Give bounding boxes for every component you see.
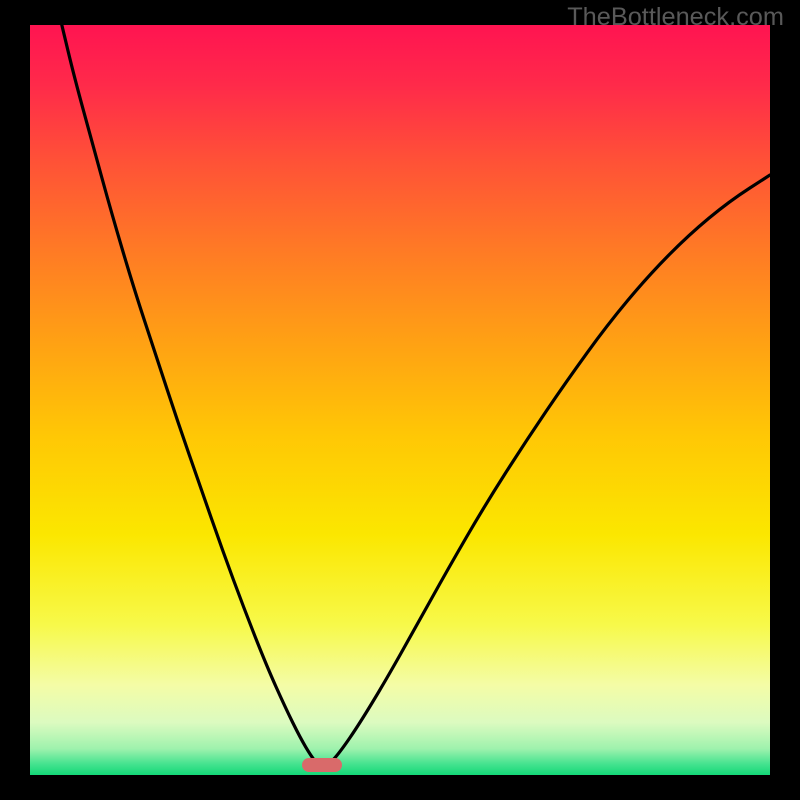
curve-left bbox=[62, 25, 322, 768]
plot-area bbox=[30, 25, 770, 775]
curve-right bbox=[322, 175, 770, 768]
watermark-text: TheBottleneck.com bbox=[567, 3, 784, 32]
minimum-marker bbox=[302, 758, 342, 772]
chart-root: TheBottleneck.com bbox=[0, 0, 800, 800]
chart-frame bbox=[0, 0, 800, 800]
bottleneck-curves bbox=[30, 25, 770, 775]
